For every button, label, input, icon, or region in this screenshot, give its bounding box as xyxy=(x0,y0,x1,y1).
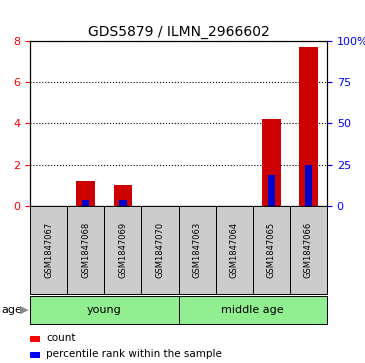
Text: GSM1847069: GSM1847069 xyxy=(118,222,127,278)
Text: ▶: ▶ xyxy=(20,305,28,315)
Bar xyxy=(141,206,178,294)
Bar xyxy=(82,200,89,206)
Text: count: count xyxy=(46,333,76,343)
Title: GDS5879 / ILMN_2966602: GDS5879 / ILMN_2966602 xyxy=(88,25,269,38)
Bar xyxy=(262,119,281,206)
Text: GSM1847066: GSM1847066 xyxy=(304,222,313,278)
Bar xyxy=(30,336,41,342)
Bar xyxy=(104,206,141,294)
Bar xyxy=(178,296,327,324)
Bar xyxy=(30,352,41,358)
Bar xyxy=(30,206,67,294)
Text: GSM1847070: GSM1847070 xyxy=(155,222,165,278)
Bar xyxy=(114,185,132,206)
Text: GSM1847064: GSM1847064 xyxy=(230,222,239,278)
Bar xyxy=(305,165,312,206)
Bar xyxy=(216,206,253,294)
Bar xyxy=(178,206,216,294)
Text: GSM1847063: GSM1847063 xyxy=(193,222,201,278)
Bar xyxy=(290,206,327,294)
Text: GSM1847068: GSM1847068 xyxy=(81,222,90,278)
Bar xyxy=(119,200,127,206)
Bar xyxy=(76,181,95,206)
Bar xyxy=(299,47,318,206)
Text: GSM1847065: GSM1847065 xyxy=(267,222,276,278)
Bar xyxy=(67,206,104,294)
Bar xyxy=(253,206,290,294)
Bar xyxy=(30,296,178,324)
Text: percentile rank within the sample: percentile rank within the sample xyxy=(46,349,222,359)
Text: age: age xyxy=(2,305,23,315)
Text: GSM1847067: GSM1847067 xyxy=(44,222,53,278)
Text: young: young xyxy=(87,305,122,315)
Text: middle age: middle age xyxy=(222,305,284,315)
Bar xyxy=(268,175,275,206)
